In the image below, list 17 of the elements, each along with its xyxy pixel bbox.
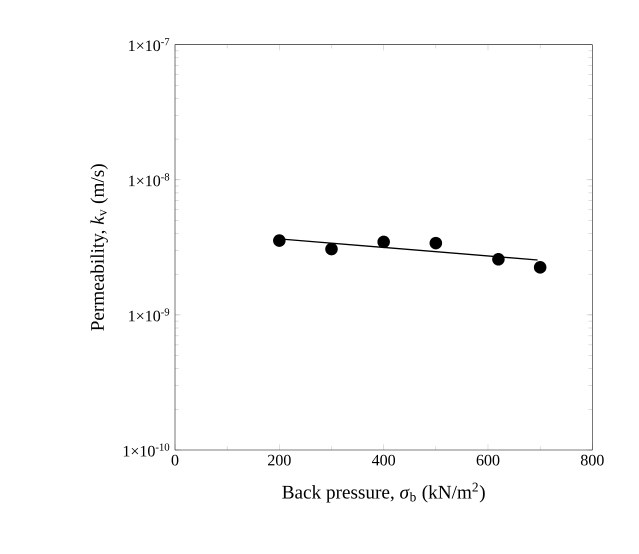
y-tick-label: 1×10$^{-7}$ — [129, 38, 170, 52]
y-tick-label: 1×10$^{-9}$ — [129, 308, 170, 322]
point — [273, 234, 286, 247]
point — [492, 253, 505, 266]
point — [377, 236, 390, 248]
y-tick-label: 1×10$^{-10}$ — [124, 443, 170, 457]
x-tick-label: 0 — [172, 454, 178, 466]
x-axis-title: Back pressure, σ$_{b}$ (kN/m$^{2}$) — [282, 482, 485, 503]
point — [430, 236, 442, 250]
x-tick-label: 400 — [372, 454, 396, 466]
point — [325, 242, 338, 256]
y-tick-label: 1×10$^{-8}$ — [129, 173, 170, 186]
x-tick-label: 200 — [268, 454, 291, 466]
y-axis-title: Permeability, k$_{v}$ (m/s) — [90, 164, 108, 331]
x-tick-label: 600 — [476, 454, 500, 466]
point — [534, 261, 546, 274]
x-tick-label: 800 — [580, 454, 604, 466]
